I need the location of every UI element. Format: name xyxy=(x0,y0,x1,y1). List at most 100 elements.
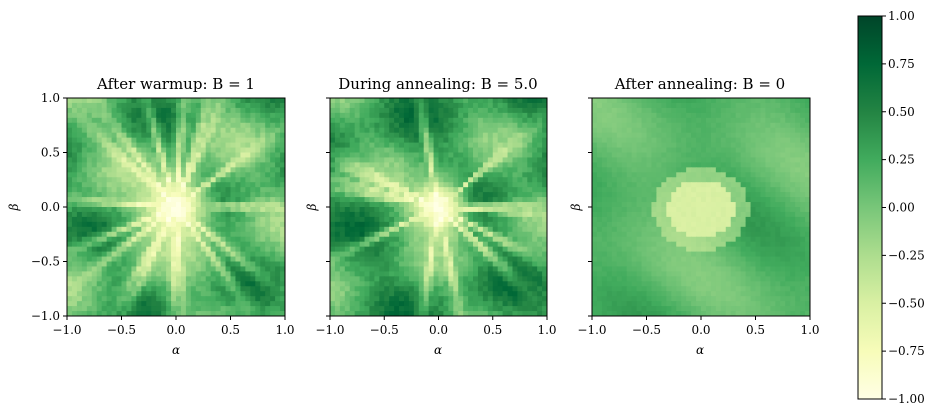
heatmap-cell xyxy=(656,172,662,178)
heatmap-cell xyxy=(696,137,702,144)
heatmap-cell xyxy=(260,291,266,297)
heatmap-cell xyxy=(443,192,449,198)
heatmap-cell xyxy=(473,182,479,188)
heatmap-cell xyxy=(141,207,147,213)
heatmap-cell xyxy=(413,142,420,149)
heatmap-cell xyxy=(537,211,543,218)
heatmap-cell xyxy=(180,177,187,183)
heatmap-cell xyxy=(408,271,415,277)
heatmap-cell xyxy=(230,187,237,193)
heatmap-cell xyxy=(468,276,474,282)
heatmap-cell xyxy=(156,142,162,149)
heatmap-cell xyxy=(71,246,78,253)
heatmap-cell xyxy=(720,211,727,218)
heatmap-cell xyxy=(171,117,177,124)
heatmap-cell xyxy=(334,177,341,183)
heatmap-cell xyxy=(676,167,682,173)
heatmap-cell xyxy=(156,241,162,248)
heatmap-cell xyxy=(126,256,132,263)
heatmap-cell xyxy=(67,197,73,203)
heatmap-cell xyxy=(245,286,251,292)
heatmap-cell xyxy=(463,261,469,268)
heatmap-cell xyxy=(497,157,504,163)
heatmap-cell xyxy=(468,207,474,213)
heatmap-cell xyxy=(280,236,285,243)
heatmap-cell xyxy=(180,112,187,119)
heatmap-cell xyxy=(532,192,538,198)
heatmap-cell xyxy=(265,187,271,193)
heatmap-cell xyxy=(121,311,128,316)
heatmap-cell xyxy=(621,112,628,119)
heatmap-cell xyxy=(354,221,361,228)
heatmap-cell xyxy=(111,251,118,258)
heatmap-cell xyxy=(720,102,727,109)
heatmap-cell xyxy=(334,251,341,258)
heatmap-cell xyxy=(423,251,430,258)
heatmap-cell xyxy=(760,157,766,163)
heatmap-cell xyxy=(542,311,547,316)
heatmap-cell xyxy=(230,246,237,253)
heatmap-cell xyxy=(195,221,202,228)
heatmap-cell xyxy=(230,142,237,149)
heatmap-cell xyxy=(245,271,251,277)
heatmap-cell xyxy=(413,207,420,213)
heatmap-cell xyxy=(166,276,172,282)
heatmap-cell xyxy=(492,137,499,144)
heatmap-cell xyxy=(146,112,152,119)
heatmap-cell xyxy=(487,226,494,233)
heatmap-cell xyxy=(532,102,538,109)
heatmap-cell xyxy=(344,127,351,134)
heatmap-cell xyxy=(136,147,142,154)
heatmap-cell xyxy=(497,187,504,193)
heatmap-cell xyxy=(760,142,766,149)
heatmap-cell xyxy=(800,107,806,114)
heatmap-cell xyxy=(433,276,440,282)
heatmap-cell xyxy=(487,271,494,277)
heatmap-cell xyxy=(354,226,361,233)
heatmap-cell xyxy=(364,192,371,198)
heatmap-cell xyxy=(418,157,425,163)
heatmap-cell xyxy=(428,102,435,109)
heatmap-cell xyxy=(527,241,533,248)
heatmap-cell xyxy=(492,246,499,253)
heatmap-cell xyxy=(190,182,197,188)
heatmap-cell xyxy=(161,187,167,193)
heatmap-cell xyxy=(770,182,776,188)
heatmap-cell xyxy=(330,117,336,124)
heatmap-cell xyxy=(423,152,430,159)
heatmap-cell xyxy=(805,162,810,168)
heatmap-cell xyxy=(448,107,454,114)
heatmap-cell xyxy=(399,117,405,124)
heatmap-cell xyxy=(542,172,547,178)
heatmap-cell xyxy=(666,187,672,193)
heatmap-cell xyxy=(86,182,93,188)
heatmap-cell xyxy=(190,177,197,183)
heatmap-cell xyxy=(448,226,454,233)
heatmap-cell xyxy=(339,117,346,124)
heatmap-cell xyxy=(463,241,469,248)
heatmap-cell xyxy=(527,226,533,233)
heatmap-cell xyxy=(205,127,212,134)
heatmap-cell xyxy=(418,236,425,243)
heatmap-cell xyxy=(502,251,509,258)
heatmap-cell xyxy=(230,182,237,188)
heatmap-cell xyxy=(136,256,142,263)
heatmap-cell xyxy=(487,261,494,268)
heatmap-cell xyxy=(399,311,405,316)
heatmap-cell xyxy=(374,286,380,292)
heatmap-cell xyxy=(146,306,152,312)
heatmap-cell xyxy=(542,301,547,307)
heatmap-cell xyxy=(399,286,405,292)
heatmap-cell xyxy=(200,226,207,233)
heatmap-field xyxy=(592,98,810,316)
heatmap-cell xyxy=(280,226,285,233)
heatmap-cell xyxy=(423,271,430,277)
heatmap-cell xyxy=(646,162,653,168)
heatmap-cell xyxy=(735,187,742,193)
heatmap-cell xyxy=(359,241,366,248)
heatmap-cell xyxy=(775,137,781,144)
heatmap-cell xyxy=(141,197,147,203)
heatmap-cell xyxy=(641,152,648,159)
heatmap-cell xyxy=(482,311,489,316)
heatmap-cell xyxy=(230,177,237,183)
